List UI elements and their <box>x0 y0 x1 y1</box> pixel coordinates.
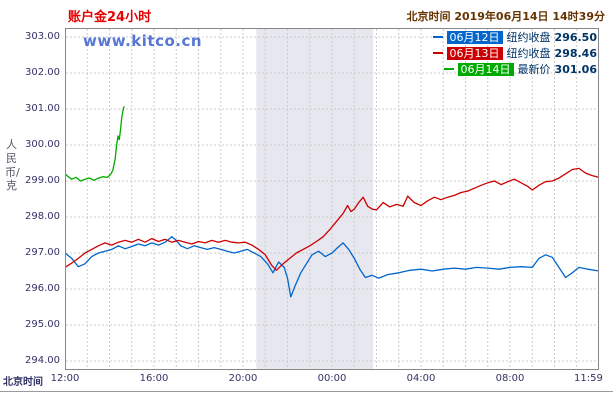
legend-row-day1: 06月12日 纽约收盘 296.50 <box>432 30 597 44</box>
y-tick-label: 301.00 <box>25 103 60 114</box>
legend-label: 纽约收盘 <box>506 31 551 44</box>
legend-date-badge: 06月12日 <box>446 30 503 44</box>
bottom-divider <box>0 391 613 392</box>
y-tick-label: 298.00 <box>25 211 60 222</box>
legend-label: 最新价 <box>517 63 551 76</box>
legend-value: 296.50 <box>554 30 597 44</box>
legend-row-day3: 06月14日 最新价 301.06 <box>433 62 597 76</box>
shaded-session-band <box>256 29 374 369</box>
plot-border <box>65 28 599 370</box>
beijing-time-header: 北京时间 2019年06月14日 14时39分 <box>406 10 605 23</box>
y-tick-label: 302.00 <box>25 67 60 78</box>
legend-date-badge: 06月13日 <box>446 46 503 60</box>
x-tick-label: 08:00 <box>495 373 525 384</box>
legend-row-day2: 06月13日 纽约收盘 298.46 <box>432 46 597 60</box>
y-tick-label: 297.00 <box>25 247 60 258</box>
y-tick-label: 294.00 <box>25 355 60 366</box>
x-tick-label: 00:00 <box>317 373 347 384</box>
series-line-1 <box>65 167 599 271</box>
legend: 06月12日 纽约收盘 296.50 06月13日 纽约收盘 298.46 06… <box>432 30 597 76</box>
legend-label: 纽约收盘 <box>506 47 551 60</box>
kitco-watermark: www.kitco.cn <box>83 32 203 50</box>
page-title: 账户金24小时 <box>68 10 152 25</box>
chart-canvas <box>65 28 599 370</box>
legend-value: 298.46 <box>554 46 597 60</box>
x-tick-label: 04:00 <box>406 373 436 384</box>
x-axis-title: 北京时间 <box>3 377 43 388</box>
y-tick-label: 295.00 <box>25 319 60 330</box>
y-axis-unit-label: 人民币/克 <box>5 138 20 193</box>
x-tick-label: 11:59 <box>574 373 603 384</box>
legend-dash-blue-icon <box>432 36 443 38</box>
y-tick-label: 303.00 <box>25 31 60 42</box>
y-tick-label: 300.00 <box>25 139 60 150</box>
legend-dash-green-icon <box>443 68 454 70</box>
x-tick-label: 20:00 <box>228 373 258 384</box>
legend-dash-red-icon <box>432 52 443 54</box>
series-line-2 <box>65 106 125 182</box>
plot-area: www.kitco.cn 06月12日 纽约收盘 296.50 06月13日 纽… <box>65 28 599 370</box>
series-line-0 <box>65 236 599 298</box>
x-tick-label: 16:00 <box>139 373 169 384</box>
x-tick-label: 12:00 <box>50 373 80 384</box>
y-tick-label: 296.00 <box>25 283 60 294</box>
legend-date-badge: 06月14日 <box>457 62 514 76</box>
legend-value: 301.06 <box>554 62 597 76</box>
y-tick-label: 299.00 <box>25 175 60 186</box>
